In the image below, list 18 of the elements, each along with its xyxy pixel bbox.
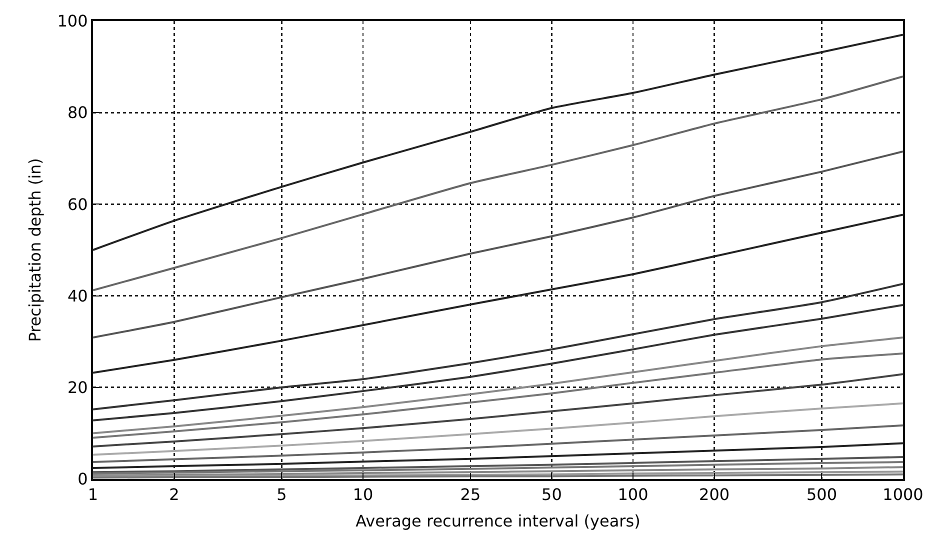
x-tick-label: 25: [460, 485, 481, 504]
x-tick-label: 1000: [882, 485, 924, 504]
x-tick-label: 5: [276, 485, 287, 504]
x-tick-label: 10: [352, 485, 374, 504]
x-tick-label: 200: [699, 485, 730, 504]
x-tick-label: 2: [169, 485, 180, 504]
x-axis-title: Average recurrence interval (years): [356, 511, 640, 530]
y-tick-label: 80: [67, 103, 88, 122]
x-tick-label: 50: [542, 485, 562, 504]
x-tick-label: 1: [88, 485, 98, 504]
x-tick-label: 100: [618, 485, 648, 504]
y-tick-label: 60: [67, 194, 88, 214]
y-tick-label: 0: [78, 470, 88, 489]
y-axis-title: Precipitation depth (in): [26, 158, 45, 342]
y-tick-label: 20: [67, 378, 88, 397]
y-tick-label: 40: [67, 286, 88, 306]
y-tick-label: 100: [57, 12, 88, 31]
x-tick-label: 500: [806, 485, 837, 504]
